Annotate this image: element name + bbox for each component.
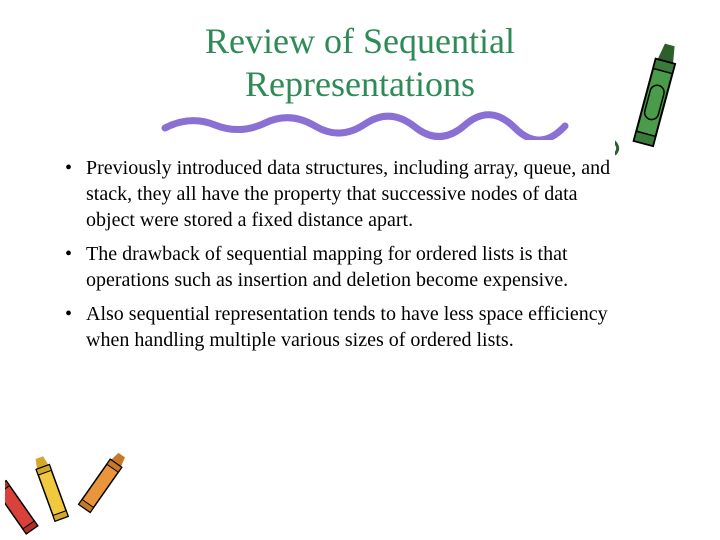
title-line-2: Representations	[245, 64, 475, 104]
crayons-group-icon	[5, 445, 135, 535]
page-title: Review of Sequential Representations	[0, 0, 720, 106]
bullet-text: Also sequential representation tends to …	[86, 301, 620, 353]
squiggle-divider	[160, 110, 580, 140]
list-item: • The drawback of sequential mapping for…	[65, 241, 620, 293]
list-item: • Previously introduced data structures,…	[65, 155, 620, 233]
crayon-green-icon	[615, 35, 695, 165]
bullet-text: The drawback of sequential mapping for o…	[86, 241, 620, 293]
bullet-text: Previously introduced data structures, i…	[86, 155, 620, 233]
bullet-icon: •	[65, 155, 72, 233]
list-item: • Also sequential representation tends t…	[65, 301, 620, 353]
bullet-icon: •	[65, 301, 72, 353]
title-line-1: Review of Sequential	[205, 21, 515, 61]
bullet-icon: •	[65, 241, 72, 293]
bullet-list: • Previously introduced data structures,…	[65, 155, 620, 361]
